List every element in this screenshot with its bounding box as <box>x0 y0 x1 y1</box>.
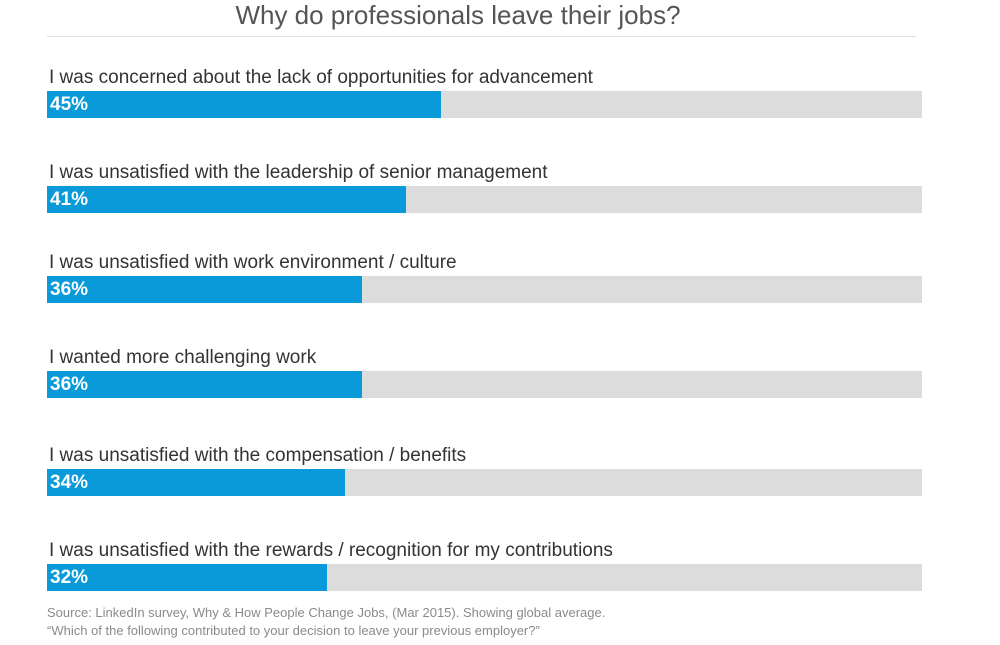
source-line-2: “Which of the following contributed to y… <box>47 623 540 638</box>
bar-value-label: 41% <box>50 189 89 210</box>
title-divider <box>47 36 916 37</box>
bar-category-label: I was concerned about the lack of opport… <box>49 67 593 88</box>
chart-title: Why do professionals leave their jobs? <box>235 0 681 30</box>
bar: 36% <box>47 371 362 398</box>
bar-value-label: 45% <box>50 94 89 115</box>
bar-value-label: 34% <box>50 472 89 493</box>
bar: 34% <box>47 469 345 496</box>
bar-row: I was unsatisfied with the compensation … <box>47 444 922 504</box>
bar-category-label: I was unsatisfied with the leadership of… <box>49 162 548 183</box>
source-note: Source: LinkedIn survey, Why & How Peopl… <box>47 604 605 640</box>
bar-category-label: I was unsatisfied with work environment … <box>49 252 457 273</box>
bar: 32% <box>47 564 327 591</box>
bar-row: I was unsatisfied with the leadership of… <box>47 161 922 221</box>
bar-track: 36% <box>47 371 922 398</box>
bar-track: 36% <box>47 276 922 303</box>
bar-row: I was unsatisfied with work environment … <box>47 251 922 311</box>
source-line-1: Source: LinkedIn survey, Why & How Peopl… <box>47 605 606 620</box>
bar: 41% <box>47 186 406 213</box>
bar-track: 32% <box>47 564 922 591</box>
bar: 36% <box>47 276 362 303</box>
bar-value-label: 32% <box>50 567 89 588</box>
bar-track: 45% <box>47 91 922 118</box>
bar-track: 41% <box>47 186 922 213</box>
bar-category-label: I was unsatisfied with the rewards / rec… <box>49 540 613 561</box>
bar-category-label: I was unsatisfied with the compensation … <box>49 445 467 466</box>
bar-row: I was unsatisfied with the rewards / rec… <box>47 539 922 599</box>
bar-track: 34% <box>47 469 922 496</box>
bar-category-label: I wanted more challenging work <box>49 347 317 368</box>
bar: 45% <box>47 91 441 118</box>
bar-value-label: 36% <box>50 374 89 395</box>
bar-row: I was concerned about the lack of opport… <box>47 66 922 126</box>
bar-row: I wanted more challenging work 36% <box>47 346 922 406</box>
bar-value-label: 36% <box>50 279 89 300</box>
